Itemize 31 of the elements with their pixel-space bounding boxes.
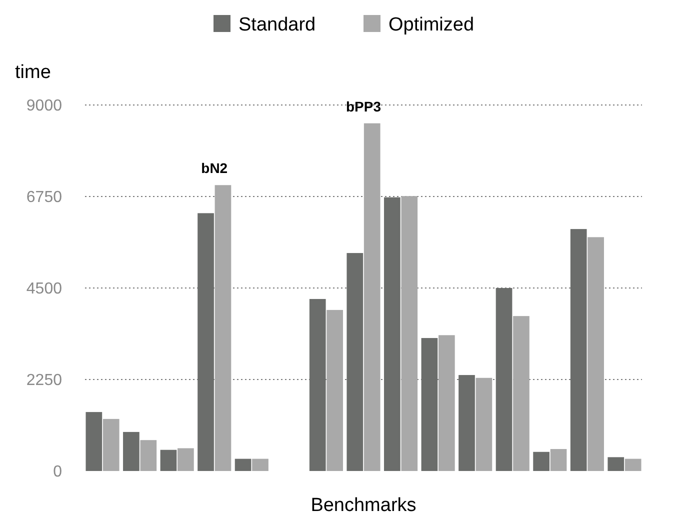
x-tick-label: bN2	[201, 160, 228, 176]
bar	[401, 196, 418, 471]
y-tick-label: 4500	[26, 280, 62, 298]
bar	[438, 335, 455, 471]
bar	[476, 378, 492, 471]
bar	[160, 450, 177, 471]
bar	[326, 310, 343, 471]
y-tick-label: 2250	[26, 372, 62, 390]
bar	[252, 458, 268, 471]
y-tick-label: 6750	[26, 189, 62, 206]
bar	[624, 458, 642, 471]
bar	[140, 440, 157, 471]
bar	[234, 458, 252, 471]
bar	[588, 237, 604, 471]
bar	[364, 123, 380, 471]
bar	[102, 418, 120, 471]
y-axis-title: time	[15, 62, 51, 83]
bar	[214, 185, 232, 471]
y-tick-label: 9000	[26, 98, 62, 115]
bar	[123, 432, 140, 471]
bar	[178, 448, 194, 471]
legend-label: Optimized	[388, 14, 474, 36]
y-tick-label: 0	[53, 464, 62, 481]
x-axis-title: Benchmarks	[310, 495, 416, 516]
x-tick-label: bPP3	[346, 98, 382, 114]
bar	[513, 316, 530, 471]
bar	[533, 452, 550, 471]
bar	[608, 457, 624, 471]
bar	[86, 412, 102, 471]
legend-label: Standard	[238, 14, 316, 36]
bar	[550, 449, 567, 471]
